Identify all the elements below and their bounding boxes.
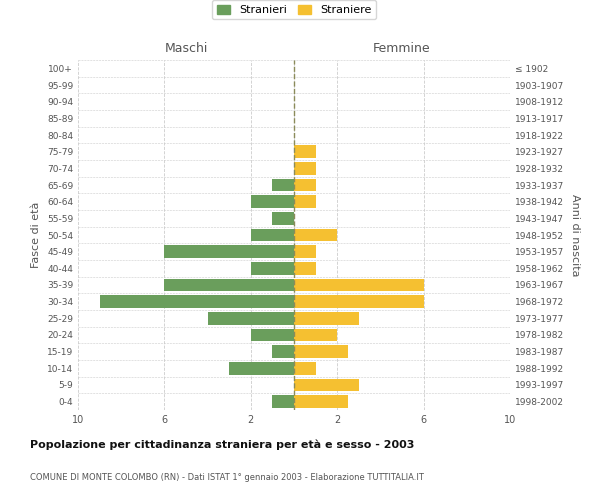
Bar: [164, 246, 294, 258]
Text: COMUNE DI MONTE COLOMBO (RN) - Dati ISTAT 1° gennaio 2003 - Elaborazione TUTTITA: COMUNE DI MONTE COLOMBO (RN) - Dati ISTA…: [30, 472, 424, 482]
Bar: [251, 229, 294, 241]
Bar: [294, 296, 424, 308]
Bar: [272, 212, 294, 224]
Bar: [294, 362, 316, 374]
Bar: [294, 329, 337, 341]
Bar: [294, 312, 359, 324]
Bar: [164, 279, 294, 291]
Bar: [251, 329, 294, 341]
Text: Femmine: Femmine: [373, 42, 431, 55]
Bar: [251, 262, 294, 274]
Bar: [294, 346, 348, 358]
Bar: [294, 246, 316, 258]
Bar: [100, 296, 294, 308]
Legend: Stranieri, Straniere: Stranieri, Straniere: [212, 0, 376, 20]
Text: Maschi: Maschi: [164, 42, 208, 55]
Bar: [294, 179, 316, 192]
Bar: [294, 162, 316, 174]
Text: Popolazione per cittadinanza straniera per età e sesso - 2003: Popolazione per cittadinanza straniera p…: [30, 440, 415, 450]
Bar: [294, 379, 359, 391]
Bar: [272, 346, 294, 358]
Bar: [294, 279, 424, 291]
Bar: [208, 312, 294, 324]
Y-axis label: Anni di nascita: Anni di nascita: [569, 194, 580, 276]
Bar: [272, 396, 294, 408]
Bar: [294, 396, 348, 408]
Bar: [294, 262, 316, 274]
Bar: [294, 146, 316, 158]
Bar: [294, 229, 337, 241]
Bar: [229, 362, 294, 374]
Bar: [294, 196, 316, 208]
Bar: [251, 196, 294, 208]
Bar: [272, 179, 294, 192]
Y-axis label: Fasce di età: Fasce di età: [31, 202, 41, 268]
